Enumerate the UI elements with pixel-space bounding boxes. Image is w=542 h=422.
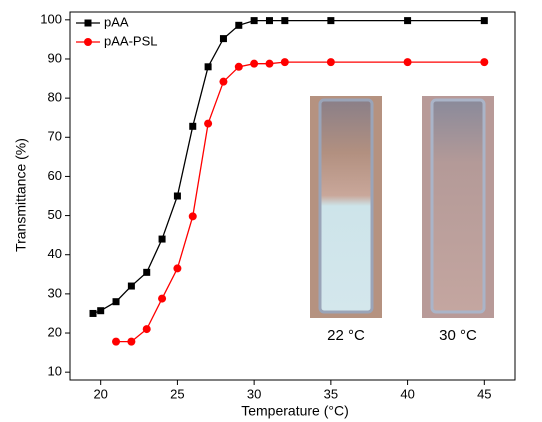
marker [205,63,212,70]
marker [128,283,135,290]
y-tick-label: 100 [40,11,62,26]
marker [265,60,273,68]
cuvette [320,100,372,312]
annotation: 30 °C [439,327,477,344]
x-tick-label: 30 [247,386,261,401]
annotation: 22 °C [327,327,365,344]
marker [112,338,120,346]
y-tick-label: 70 [48,129,62,144]
y-tick-label: 30 [48,285,62,300]
marker [235,63,243,71]
marker [189,123,196,130]
legend-label: pAA [104,14,129,29]
legend-marker [84,38,92,46]
marker [480,58,488,66]
legend-label: pAA-PSL [104,33,157,48]
marker [127,338,135,346]
marker [219,78,227,86]
inset-photos [310,96,494,318]
marker [327,58,335,66]
marker [250,60,258,68]
marker [220,35,227,42]
marker [143,269,150,276]
x-tick-label: 45 [477,386,491,401]
marker [189,212,197,220]
marker [481,17,488,24]
legend-marker [85,20,92,27]
y-tick-label: 90 [48,50,62,65]
x-tick-label: 25 [170,386,184,401]
chart: 22 °C 30 °C Temperature (°C) Transmittan… [0,0,542,422]
marker [143,325,151,333]
marker [281,58,289,66]
marker [90,310,97,317]
y-tick-label: 60 [48,168,62,183]
marker [158,295,166,303]
x-tick-label: 20 [93,386,107,401]
cuvette [432,100,484,312]
marker [113,298,120,305]
x-tick-label: 40 [400,386,414,401]
marker [173,264,181,272]
y-tick-label: 20 [48,324,62,339]
marker [251,17,258,24]
y-tick-label: 50 [48,207,62,222]
marker [97,307,104,314]
marker [204,120,212,128]
marker [404,58,412,66]
marker [327,17,334,24]
x-axis-label: Temperature (°C) [241,403,349,419]
marker [174,193,181,200]
y-tick-label: 10 [48,364,62,379]
marker [266,17,273,24]
marker [281,17,288,24]
marker [235,22,242,29]
y-axis-label: Transmittance (%) [13,138,29,252]
marker [159,236,166,243]
x-tick-label: 35 [324,386,338,401]
y-tick-label: 40 [48,246,62,261]
marker [404,17,411,24]
y-tick-label: 80 [48,90,62,105]
